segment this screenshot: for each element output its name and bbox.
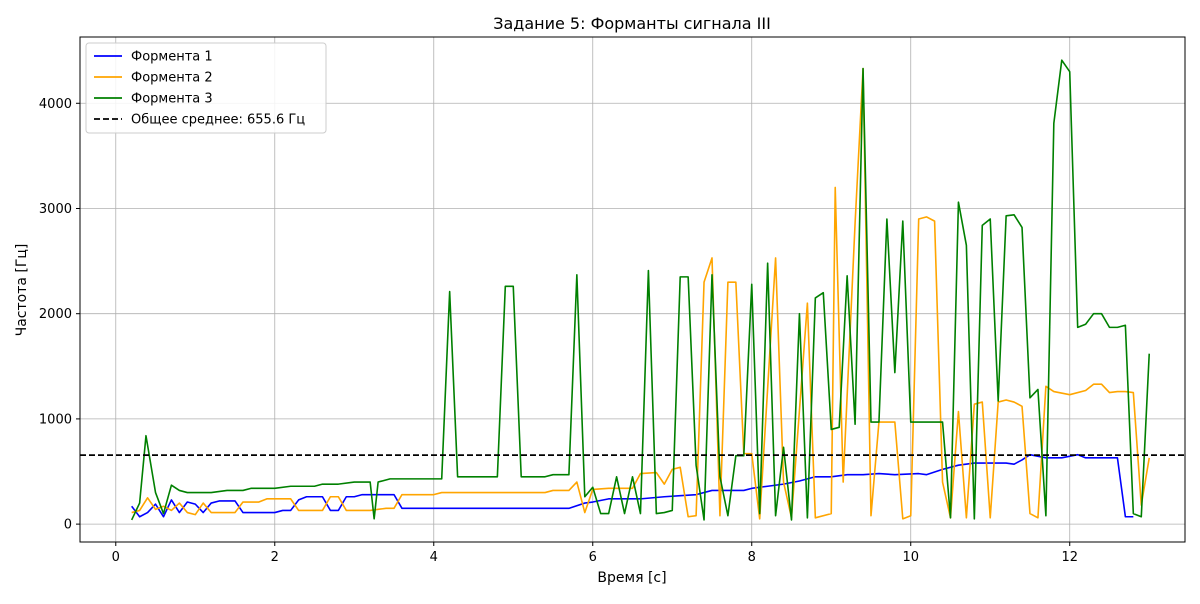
legend: Формента 1 Формента 2 Формента 3 Общее сред… [85,42,327,134]
x-tick-label: 6 [589,550,597,565]
y-axis-label: Частота [Гц] [14,244,30,337]
y-tick-label: 0 [64,518,72,533]
chart-title: Задание 5: Форманты сигнала III [493,14,771,33]
x-tick-label: 0 [112,550,120,565]
series-layer [80,59,1185,521]
x-tick-label: 8 [748,550,756,565]
legend-entry-label: Формента 1 [131,50,213,65]
legend-box [85,42,327,134]
y-tick-label: 3000 [39,202,72,217]
y-tick-label: 4000 [39,97,72,112]
plot-frame [79,36,1186,543]
y-tick-label: 2000 [39,307,72,322]
x-tick-label: 10 [902,550,919,565]
x-tick-label: 12 [1061,550,1078,565]
x-tick-label: 4 [430,550,438,565]
legend-entry-label: Формента 3 [131,92,213,107]
tick-layer: 0 2 4 6 8 10 12 0 1000 2000 3000 4000 [39,97,1078,565]
grid-layer [80,37,1185,542]
legend-entry-label: Формента 2 [131,71,213,86]
series-line-3 [130,59,1151,521]
x-axis-label: Время [с] [597,570,666,586]
series-line-2 [131,67,1151,520]
x-tick-label: 2 [271,550,279,565]
series-line-1 [131,453,1134,518]
legend-entry-label: Общее среднее: 655.6 Гц [131,113,305,128]
y-tick-label: 1000 [39,412,72,427]
